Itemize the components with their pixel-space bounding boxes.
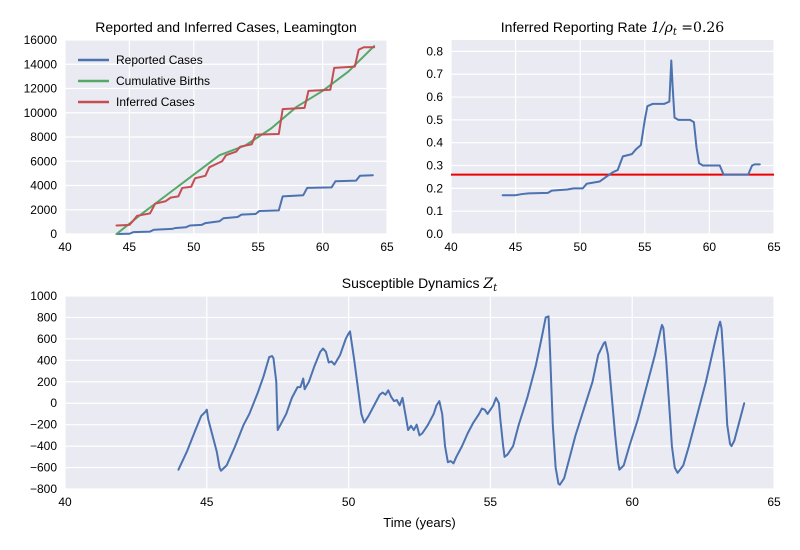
y-tick-label: 14000 <box>24 57 58 71</box>
x-tick-label: 60 <box>703 240 717 254</box>
chart-title: Inferred Reporting Rate 1/ρt =0.26 <box>501 19 725 38</box>
x-tick-label: 45 <box>123 240 137 254</box>
x-tick-label: 40 <box>444 240 458 254</box>
y-tick-label: 10000 <box>24 106 58 120</box>
x-tick-label: 55 <box>638 240 652 254</box>
plot-area <box>451 40 774 234</box>
x-tick-label: 50 <box>342 495 356 509</box>
y-tick-label: 1000 <box>30 289 57 303</box>
x-tick-label: 65 <box>767 495 781 509</box>
y-tick-label: 0.6 <box>426 90 443 104</box>
x-tick-label: 65 <box>380 240 394 254</box>
y-tick-label: −800 <box>30 482 57 496</box>
x-tick-label: 45 <box>509 240 523 254</box>
y-tick-label: 400 <box>37 353 57 367</box>
chart-title: Reported and Inferred Cases, Leamington <box>95 19 357 35</box>
y-tick-label: 8000 <box>30 130 57 144</box>
x-tick-label: 55 <box>252 240 266 254</box>
y-tick-label: 600 <box>37 332 57 346</box>
x-tick-label: 40 <box>58 495 72 509</box>
chart-cases: 40 45 50 55 60 65 0 2000 4000 6000 8000 10000 12000 1… <box>24 19 394 254</box>
x-tick-label: 55 <box>484 495 498 509</box>
x-axis-label: Time (years) <box>383 515 455 530</box>
series-line <box>177 315 746 486</box>
x-tick-label: 45 <box>200 495 214 509</box>
legend-label: Reported Cases <box>116 53 203 67</box>
y-tick-label: 0.1 <box>426 204 443 218</box>
x-tick-label: 40 <box>58 240 72 254</box>
y-tick-label: −200 <box>30 418 57 432</box>
y-tick-label: 0.3 <box>426 159 443 173</box>
x-tick-label: 50 <box>187 240 201 254</box>
y-tick-label: 6000 <box>30 154 57 168</box>
y-tick-label: 0.5 <box>426 113 443 127</box>
y-tick-label: −600 <box>30 461 57 475</box>
x-tick-label: 50 <box>574 240 588 254</box>
y-tick-label: 0.2 <box>426 181 443 195</box>
y-tick-label: 0.4 <box>426 136 443 150</box>
y-tick-label: 12000 <box>24 82 58 96</box>
legend-label: Inferred Cases <box>116 95 195 109</box>
y-tick-label: 0.8 <box>426 44 443 58</box>
x-tick-label: 60 <box>626 495 640 509</box>
series-line <box>115 174 374 235</box>
y-tick-label: 4000 <box>30 179 57 193</box>
x-tick-label: 65 <box>767 240 781 254</box>
y-tick-label: 0 <box>50 396 57 410</box>
y-tick-label: 0.0 <box>426 227 443 241</box>
plot-area <box>65 296 774 489</box>
y-tick-label: −400 <box>30 439 57 453</box>
chart-rate: 40 45 50 55 60 65 0.0 0.1 0.2 0.3 0.4 0.5 0.6 0.7 0.8 I… <box>426 19 781 254</box>
chart-susceptible: 40 45 50 55 60 65 −800 −600 −400 −200 0 200 400 600 80… <box>30 275 781 530</box>
series-line <box>115 46 376 227</box>
y-tick-label: 0.7 <box>426 67 443 81</box>
y-tick-label: 200 <box>37 375 57 389</box>
legend-label: Cumulative Births <box>116 74 210 88</box>
y-tick-label: 800 <box>37 310 57 324</box>
series-line <box>501 59 761 197</box>
x-tick-label: 60 <box>316 240 330 254</box>
chart-title: Susceptible Dynamics Zt <box>342 275 498 294</box>
y-tick-label: 0 <box>50 227 57 241</box>
y-tick-label: 2000 <box>30 203 57 217</box>
y-tick-label: 16000 <box>24 33 58 47</box>
